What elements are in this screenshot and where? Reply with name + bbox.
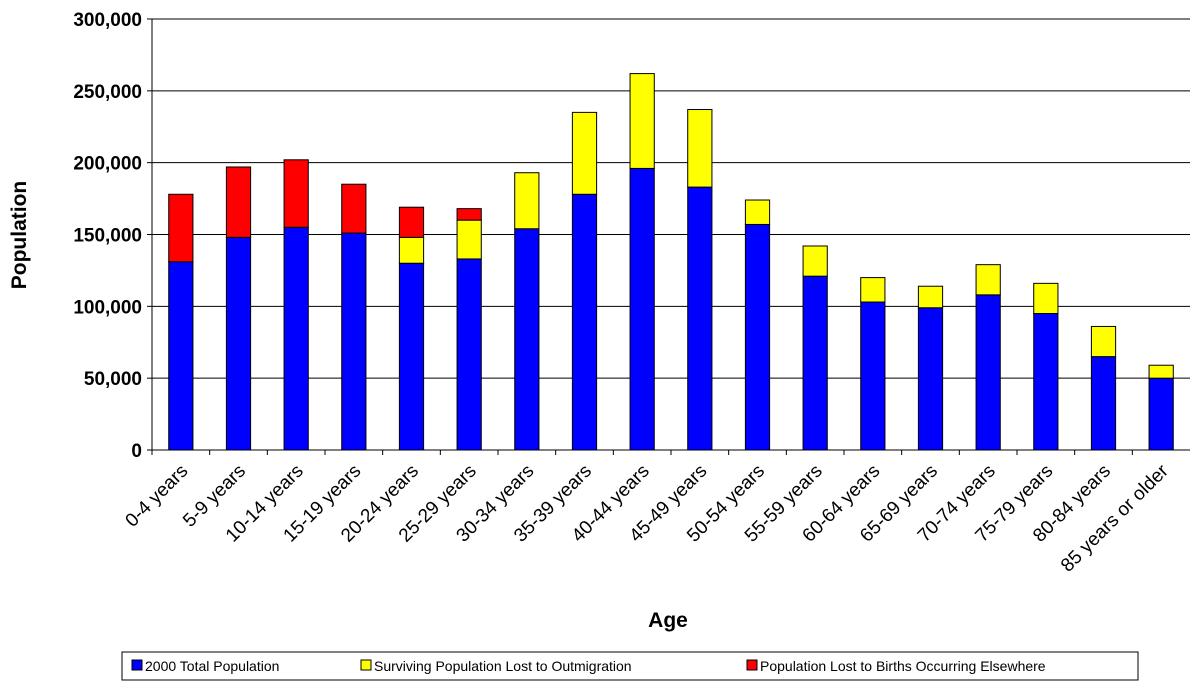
legend-label: Population Lost to Births Occurring Else… (760, 658, 1046, 674)
y-tick-label: 200,000 (73, 154, 142, 175)
bar-segment (398, 262, 425, 451)
bar-segment (975, 264, 1001, 296)
bar-segment (917, 307, 944, 451)
bar-segment (975, 294, 1001, 451)
bar-segment (802, 245, 828, 277)
y-tick-label: 150,000 (73, 226, 142, 247)
bar-segment (514, 228, 540, 451)
x-axis-title: Age (648, 609, 688, 632)
legend-swatch (360, 659, 372, 671)
legend-label: Surviving Population Lost to Outmigratio… (374, 658, 632, 674)
bar-segment (1090, 325, 1117, 358)
bar-segment (744, 223, 771, 451)
bar-segment (917, 285, 944, 309)
bar-segment (860, 277, 886, 303)
bar-segment (168, 261, 194, 451)
bar-segment (456, 208, 482, 221)
bar-segment (456, 258, 482, 451)
bar-segment (283, 159, 309, 228)
x-tick-label: 85 years or older (1057, 460, 1173, 576)
bar-segment (802, 275, 828, 451)
legend-label: 2000 Total Population (145, 658, 279, 674)
bar-segment (571, 193, 598, 451)
legend-swatch (131, 659, 143, 671)
bar-segment (341, 183, 367, 234)
bar-segment (744, 199, 771, 225)
bar-segment (398, 236, 425, 264)
x-tick-label: 0-4 years (122, 461, 193, 532)
bar-segment (1033, 282, 1059, 315)
y-tick-label: 300,000 (73, 10, 142, 31)
bar-segment (168, 193, 194, 263)
legend-box (121, 651, 1139, 681)
bar-segment (1090, 356, 1117, 451)
bar-segment (860, 301, 886, 451)
bar-segment (687, 109, 713, 188)
bar-segment (514, 172, 540, 230)
y-tick-label: 50,000 (84, 369, 142, 390)
bar-segment (1148, 377, 1174, 451)
legend-swatch (746, 659, 758, 671)
bar-segment (398, 206, 425, 238)
bar-segment (629, 73, 655, 169)
bar-segment (687, 186, 713, 451)
y-tick-label: 0 (131, 441, 142, 462)
bar-segment (1033, 313, 1059, 451)
bar-segment (341, 232, 367, 451)
y-axis-title: Population (8, 181, 31, 290)
y-tick-label: 100,000 (73, 297, 142, 318)
bar-segment (225, 236, 252, 451)
bar-segment (225, 166, 252, 238)
bar-segment (1148, 364, 1174, 379)
bar-segment (283, 226, 309, 451)
bar-segment (571, 111, 598, 195)
bar-segment (629, 167, 655, 451)
y-tick-label: 250,000 (73, 82, 142, 103)
bar-segment (456, 219, 482, 260)
